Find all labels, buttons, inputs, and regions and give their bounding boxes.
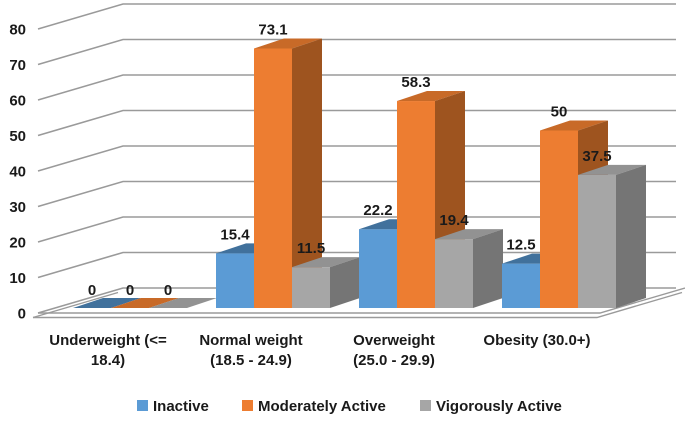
bar-zero-face (149, 298, 217, 308)
bar-top-face (292, 257, 360, 268)
legend-swatch-inactive (137, 400, 148, 411)
y-tick-label-30: 30 (9, 199, 26, 216)
bar-front-face (292, 267, 330, 308)
x-category-label-1: Normal weight (199, 332, 302, 349)
bar-vigorously-active-obesity (578, 164, 646, 308)
y-axis: 0 10 20 30 40 50 60 70 80 (9, 22, 26, 323)
legend-swatch-moderately-active (242, 400, 253, 411)
bar-top-face (435, 229, 503, 240)
bar-front-face (216, 253, 254, 308)
gridline-y-80 (37, 3, 676, 30)
y-tick-label-0: 0 (18, 306, 26, 323)
bar-side-face (330, 257, 360, 308)
bar-front-face (397, 101, 435, 308)
legend-item-vigorously-active: Vigorously Active (420, 398, 562, 415)
x-axis: Underweight (<= 18.4) Normal weight (18.5 -… (49, 332, 590, 369)
gridline-y-50 (37, 109, 676, 137)
bar-vigorously-active-overweight (435, 229, 503, 308)
bar-top-face (397, 91, 465, 102)
x-category-label-3: Obesity (30.0+) (483, 332, 590, 349)
value-label-inactive-2: 22.2 (363, 202, 392, 219)
gridline-y-40 (37, 145, 676, 172)
bar-vigorously-active-normal (292, 257, 360, 308)
y-tick-label-40: 40 (9, 164, 26, 181)
legend-item-inactive: Inactive (137, 398, 209, 415)
floor-left-bottom-edge (32, 291, 119, 319)
gridline-y-30 (37, 180, 676, 208)
bar-vigorously-active-underweight (149, 298, 217, 308)
legend-label-moderately-active: Moderately Active (258, 398, 386, 415)
bar-front-face (359, 229, 397, 308)
value-label-vigorously-active-1: 11.5 (297, 240, 325, 257)
value-label-moderately-active-1: 73.1 (258, 21, 287, 38)
bar-side-face (292, 38, 322, 309)
x-category-label-0: 18.4) (91, 352, 125, 369)
legend-swatch-vigorously-active (420, 400, 431, 411)
bar-moderately-active-underweight (111, 298, 179, 308)
gridline-y-20 (37, 216, 676, 243)
bar-zero-face (111, 298, 179, 308)
y-tick-label-20: 20 (9, 235, 26, 252)
value-label-moderately-active-3: 50 (551, 104, 568, 121)
bar-top-face (578, 164, 646, 175)
value-label-inactive-3: 12.5 (506, 237, 535, 254)
value-labels: 0 0 0 15.4 73.1 11.5 22.2 58.3 19.4 12.5 50 37.5 (88, 21, 612, 299)
floor (32, 287, 685, 319)
bar-front-face (578, 174, 616, 308)
y-tick-label-50: 50 (9, 128, 26, 145)
bar-moderately-active-normal (254, 38, 322, 309)
gridline-y-70 (37, 38, 676, 66)
value-label-vigorously-active-2: 19.4 (439, 212, 469, 229)
value-label-vigorously-active-0: 0 (164, 282, 172, 299)
value-label-moderately-active-0: 0 (126, 282, 134, 299)
legend-label-inactive: Inactive (153, 398, 209, 415)
y-tick-label-10: 10 (9, 270, 26, 287)
bar-top-face (254, 38, 322, 49)
y-tick-label-60: 60 (9, 93, 26, 110)
bar-front-face (254, 48, 292, 309)
x-category-label-2: Overweight (353, 332, 435, 349)
bars (73, 38, 646, 309)
bar-front-face (502, 263, 540, 308)
bar-front-face (540, 130, 578, 308)
bar-top-face (540, 120, 608, 131)
bar-zero-face (73, 298, 141, 308)
y-tick-label-80: 80 (9, 22, 26, 39)
gridlines (37, 3, 676, 314)
bar-inactive-underweight (73, 298, 141, 308)
value-label-inactive-0: 0 (88, 282, 96, 299)
legend: Inactive Moderately Active Vigorously Acti… (137, 398, 562, 415)
value-label-moderately-active-2: 58.3 (401, 74, 430, 91)
legend-item-moderately-active: Moderately Active (242, 398, 386, 415)
value-label-inactive-1: 15.4 (220, 226, 250, 243)
floor-bottom-edge (33, 291, 683, 319)
y-tick-label-70: 70 (9, 57, 26, 74)
value-label-vigorously-active-3: 37.5 (582, 148, 611, 165)
bar-side-face (473, 229, 503, 308)
x-category-label-0: Underweight (<= (49, 332, 167, 349)
legend-label-vigorously-active: Vigorously Active (436, 398, 562, 415)
x-category-label-1: (18.5 - 24.9) (210, 352, 292, 369)
gridline-y-60 (37, 74, 676, 101)
bar-side-face (616, 164, 646, 308)
x-category-label-2: (25.0 - 29.9) (353, 352, 435, 369)
bar-front-face (435, 239, 473, 308)
floor-top-edge (38, 287, 685, 314)
